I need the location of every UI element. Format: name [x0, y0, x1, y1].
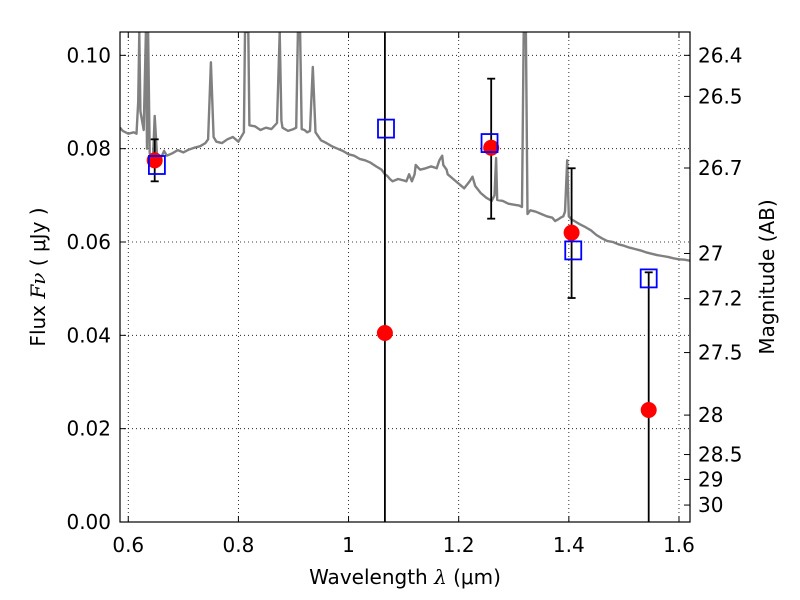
model-point: [377, 118, 395, 139]
model-point: [564, 240, 583, 261]
x-tick-label: 1: [342, 533, 355, 557]
y-tick-label: 0.06: [66, 230, 111, 254]
x-tick-label: 1.2: [443, 533, 475, 557]
x-tick-label: 0.8: [222, 533, 254, 557]
model-point: [147, 155, 166, 175]
y-tick-label: 0.08: [66, 137, 111, 161]
mag-tick-label: 28: [698, 403, 723, 427]
ticks: [120, 32, 690, 523]
observed-point: [563, 224, 580, 241]
mag-tick-label: 27.2: [698, 287, 743, 311]
y2-axis-label: Magnitude (AB): [755, 199, 779, 354]
mag-tick-label: 30: [698, 493, 723, 517]
y-tick-label: 0.10: [66, 43, 111, 67]
observed-point: [483, 139, 500, 156]
y-tick-label: 0.02: [66, 417, 111, 441]
observed-point: [640, 402, 657, 418]
mag-tick-label: 26.5: [698, 84, 743, 108]
mag-tick-label: 26.4: [698, 43, 743, 67]
tick-labels: 0.6 0.8 1 1.2 1.4 1.6 0.00 0.02 0.04 0.06 0.08 0.10…: [66, 43, 742, 557]
mag-tick-label: 29: [698, 467, 723, 491]
mag-tick-label: 27: [698, 241, 723, 265]
observed-point: [376, 325, 393, 341]
mag-tick-label: 26.7: [698, 156, 743, 180]
plot-frame: [119, 31, 691, 523]
x-tick-label: 1.4: [553, 533, 585, 557]
x-axis-label: Wavelength λ (μm): [309, 565, 501, 589]
sed-template-line: [120, 32, 690, 262]
y-tick-label: 0.00: [66, 510, 111, 534]
grid: [120, 32, 690, 523]
model-point: [639, 268, 658, 289]
series-layer: [120, 32, 690, 522]
y-tick-label: 0.04: [66, 323, 111, 347]
model-point: [480, 133, 499, 153]
mag-tick-label: 28.5: [698, 443, 743, 467]
x-tick-label: 0.6: [112, 533, 144, 557]
y-axis-label: Flux Fν ( μJy ): [26, 207, 50, 346]
mag-tick-label: 27.5: [698, 341, 743, 365]
x-tick-label: 1.6: [663, 533, 695, 557]
